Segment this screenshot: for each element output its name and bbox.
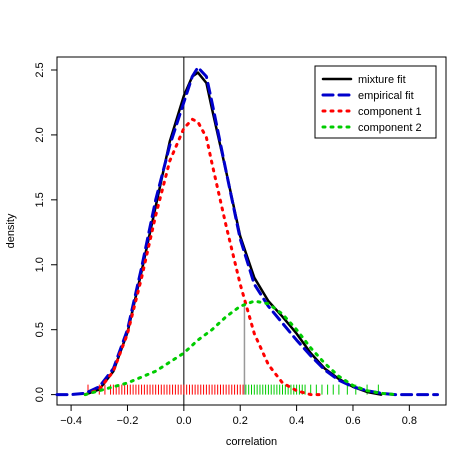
y-axis-title: density [5,213,17,248]
series-layer [55,65,439,397]
component-1-line [83,117,327,397]
y-tick-label: 2.5 [34,62,46,77]
x-tick-label: 0.4 [289,415,304,427]
y-tick-label: 0.5 [34,322,46,337]
x-tick-label: −0.2 [117,415,139,427]
component-2-line [83,299,397,397]
axes-layer: −0.4 −0.2 0.0 0.2 0.4 0.6 0.8 0.0 0.5 1.0 1.5 2.0 2.… [34,56,447,427]
x-tick-label: −0.4 [60,415,82,427]
legend-label-empirical-fit: empirical fit [358,90,414,102]
x-tick-label: 0.6 [345,415,360,427]
x-tick-label: 0.2 [233,415,248,427]
legend-label-component-1: component 1 [358,106,422,118]
y-tick-label: 1.5 [34,192,46,207]
rug-layer [87,384,379,395]
legend-label-component-2: component 2 [358,122,422,134]
y-tick-label: 2.0 [34,127,46,142]
y-tick-label: 1.0 [34,257,46,272]
x-tick-label: 0.8 [402,415,417,427]
plot-frame [56,56,447,406]
legend: mixture fit empirical fit component 1 compo… [314,65,437,139]
x-tick-label: 0.0 [176,415,191,427]
legend-label-mixture-fit: mixture fit [358,74,406,86]
y-tick-label: 0.0 [34,387,46,402]
x-axis-title: correlation [226,436,277,448]
